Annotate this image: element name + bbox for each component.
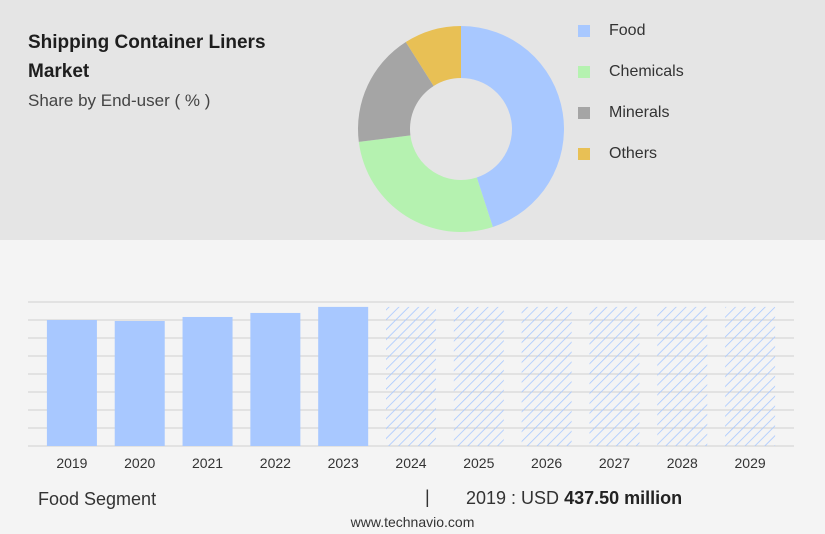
legend-item-others: Others bbox=[578, 133, 684, 174]
x-tick-label: 2023 bbox=[328, 455, 359, 471]
chart-title: Shipping Container Liners Market bbox=[28, 32, 266, 82]
bar-chart: 2019 2020 2021 2022 2023 2024 2025 2026 2027 2028… bbox=[28, 301, 794, 471]
x-tick-label: 2027 bbox=[599, 455, 630, 471]
segment-value-prefix: 2019 : USD bbox=[466, 488, 560, 508]
legend-label: Minerals bbox=[609, 103, 670, 121]
donut-slice-minerals bbox=[358, 42, 434, 142]
bar-2020 bbox=[114, 321, 165, 446]
source-link[interactable]: www.technavio.com bbox=[350, 514, 475, 530]
legend-item-chemicals: Chemicals bbox=[578, 51, 684, 92]
bar-2024 bbox=[386, 306, 436, 446]
donut-slice-food bbox=[461, 26, 564, 227]
x-tick-label: 2024 bbox=[395, 455, 426, 471]
bar-2029 bbox=[725, 306, 776, 446]
bar-2022 bbox=[250, 312, 301, 446]
legend-swatch bbox=[578, 24, 590, 37]
segment-value: 2019 : USD 437.50 million bbox=[466, 488, 682, 509]
chart-subtitle: Share by End-user ( % ) bbox=[28, 91, 211, 110]
donut-chart bbox=[358, 26, 564, 232]
bar-2023 bbox=[318, 306, 369, 446]
bar-2025 bbox=[453, 306, 504, 446]
bar-2026 bbox=[521, 306, 572, 446]
legend-swatch bbox=[578, 65, 590, 78]
bar-2027 bbox=[589, 306, 640, 446]
x-tick-label: 2019 bbox=[56, 455, 87, 471]
x-tick-label: 2020 bbox=[124, 455, 155, 471]
bar-2019 bbox=[46, 320, 97, 446]
legend-swatch bbox=[578, 147, 590, 160]
legend-swatch bbox=[578, 106, 590, 119]
x-tick-label: 2028 bbox=[667, 455, 698, 471]
x-tick-label: 2021 bbox=[192, 455, 223, 471]
legend-item-food: Food bbox=[578, 10, 684, 51]
x-tick-label: 2029 bbox=[735, 455, 766, 471]
legend-label: Food bbox=[609, 21, 646, 39]
legend-label: Chemicals bbox=[609, 62, 684, 80]
x-tick-label: 2025 bbox=[463, 455, 494, 471]
legend-label: Others bbox=[609, 144, 658, 162]
bar-2028 bbox=[657, 306, 708, 446]
segment-value-amount: 437.50 million bbox=[564, 488, 683, 508]
donut-slice-chemicals bbox=[358, 135, 493, 232]
x-tick-label: 2026 bbox=[531, 455, 562, 471]
footer-separator: | bbox=[425, 487, 430, 507]
legend: Food Chemicals Minerals Others bbox=[578, 10, 684, 174]
legend-item-minerals: Minerals bbox=[578, 92, 684, 133]
donut-slice-others bbox=[405, 26, 461, 86]
bar-2021 bbox=[182, 316, 233, 446]
bar-chart-panel: 2019 2020 2021 2022 2023 2024 2025 2026 2027 2028… bbox=[0, 240, 825, 534]
segment-label: Food Segment bbox=[38, 489, 157, 509]
summary-panel: Shipping Container Liners Market Share b… bbox=[0, 0, 825, 240]
x-tick-label: 2022 bbox=[260, 455, 291, 471]
